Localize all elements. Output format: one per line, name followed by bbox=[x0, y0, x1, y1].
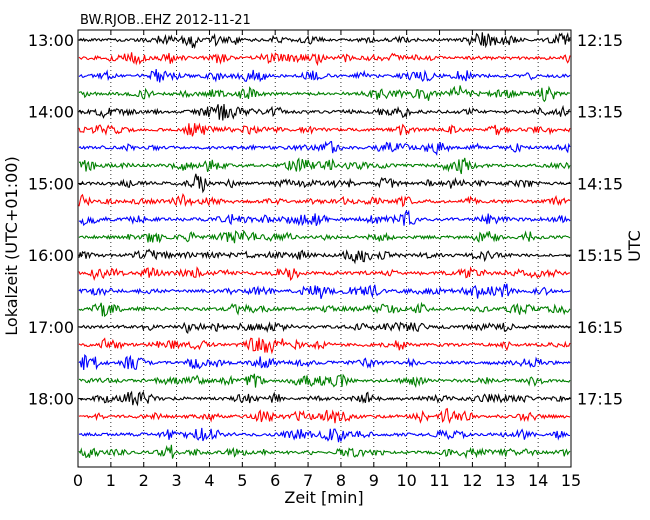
right-tick-label-4: 16:15 bbox=[577, 318, 623, 337]
trace-1645 bbox=[78, 301, 571, 318]
left-tick-label-5: 18:00 bbox=[28, 390, 74, 409]
trace-1300 bbox=[78, 31, 571, 50]
trace-1715 bbox=[78, 337, 571, 355]
x-axis-label: Zeit [min] bbox=[284, 488, 363, 507]
right-tick-label-2: 14:15 bbox=[577, 174, 623, 193]
right-tick-label-5: 17:15 bbox=[577, 390, 623, 409]
left-tick-label-0: 13:00 bbox=[28, 31, 74, 50]
left-axis-label: Lokalzeit (UTC+01:00) bbox=[2, 156, 21, 335]
trace-1830 bbox=[78, 427, 571, 443]
x-tick-label-8: 8 bbox=[336, 471, 346, 490]
x-tick-label-6: 6 bbox=[270, 471, 280, 490]
trace-1815 bbox=[78, 407, 571, 424]
trace-1400 bbox=[78, 104, 571, 121]
right-axis-label: UTC bbox=[625, 230, 644, 262]
x-axis-ticks: 0 1 2 3 4 5 6 7 8 9 10 11 12 13 14 15 bbox=[73, 30, 581, 490]
x-tick-label-15: 15 bbox=[561, 471, 581, 490]
trace-1500 bbox=[78, 173, 571, 194]
left-tick-label-1: 14:00 bbox=[28, 103, 74, 122]
x-tick-label-0: 0 bbox=[73, 471, 83, 490]
left-axis-ticks: 13:00 14:00 15:00 16:00 17:00 18:00 bbox=[28, 31, 83, 409]
plot-frame bbox=[77, 29, 572, 468]
left-tick-label-3: 16:00 bbox=[28, 246, 74, 265]
x-tick-label-14: 14 bbox=[528, 471, 548, 490]
trace-1430 bbox=[78, 140, 571, 156]
left-tick-label-4: 17:00 bbox=[28, 318, 74, 337]
x-tick-label-10: 10 bbox=[396, 471, 416, 490]
trace-1315 bbox=[78, 52, 571, 67]
right-tick-label-1: 13:15 bbox=[577, 103, 623, 122]
x-gridlines bbox=[110, 30, 539, 467]
trace-1730 bbox=[78, 353, 571, 371]
trace-1530 bbox=[78, 209, 571, 227]
x-tick-label-3: 3 bbox=[172, 471, 182, 490]
right-axis-ticks: 12:15 13:15 14:15 15:15 16:15 17:15 bbox=[566, 31, 623, 409]
trace-1845 bbox=[78, 444, 571, 460]
trace-1630 bbox=[78, 283, 571, 299]
x-tick-label-9: 9 bbox=[369, 471, 379, 490]
traces-group bbox=[78, 31, 571, 460]
x-tick-label-1: 1 bbox=[106, 471, 116, 490]
left-tick-label-2: 15:00 bbox=[28, 174, 74, 193]
x-tick-label-4: 4 bbox=[204, 471, 214, 490]
x-tick-label-5: 5 bbox=[237, 471, 247, 490]
trace-1330 bbox=[78, 69, 571, 83]
right-tick-label-0: 12:15 bbox=[577, 31, 623, 50]
x-tick-label-2: 2 bbox=[139, 471, 149, 490]
x-tick-label-13: 13 bbox=[495, 471, 515, 490]
trace-1800 bbox=[78, 390, 571, 407]
trace-1415 bbox=[78, 122, 571, 137]
x-tick-label-12: 12 bbox=[462, 471, 482, 490]
trace-1615 bbox=[78, 266, 571, 282]
right-tick-label-3: 15:15 bbox=[577, 246, 623, 265]
trace-1545 bbox=[78, 229, 571, 244]
trace-1600 bbox=[78, 248, 571, 265]
x-tick-label-7: 7 bbox=[303, 471, 313, 490]
trace-1345 bbox=[78, 85, 571, 103]
chart-title: BW.RJOB..EHZ 2012-11-21 bbox=[80, 13, 251, 28]
trace-1515 bbox=[78, 192, 571, 208]
trace-1700 bbox=[78, 321, 571, 334]
trace-1745 bbox=[78, 373, 571, 389]
trace-1445 bbox=[78, 157, 571, 175]
x-tick-label-11: 11 bbox=[429, 471, 449, 490]
